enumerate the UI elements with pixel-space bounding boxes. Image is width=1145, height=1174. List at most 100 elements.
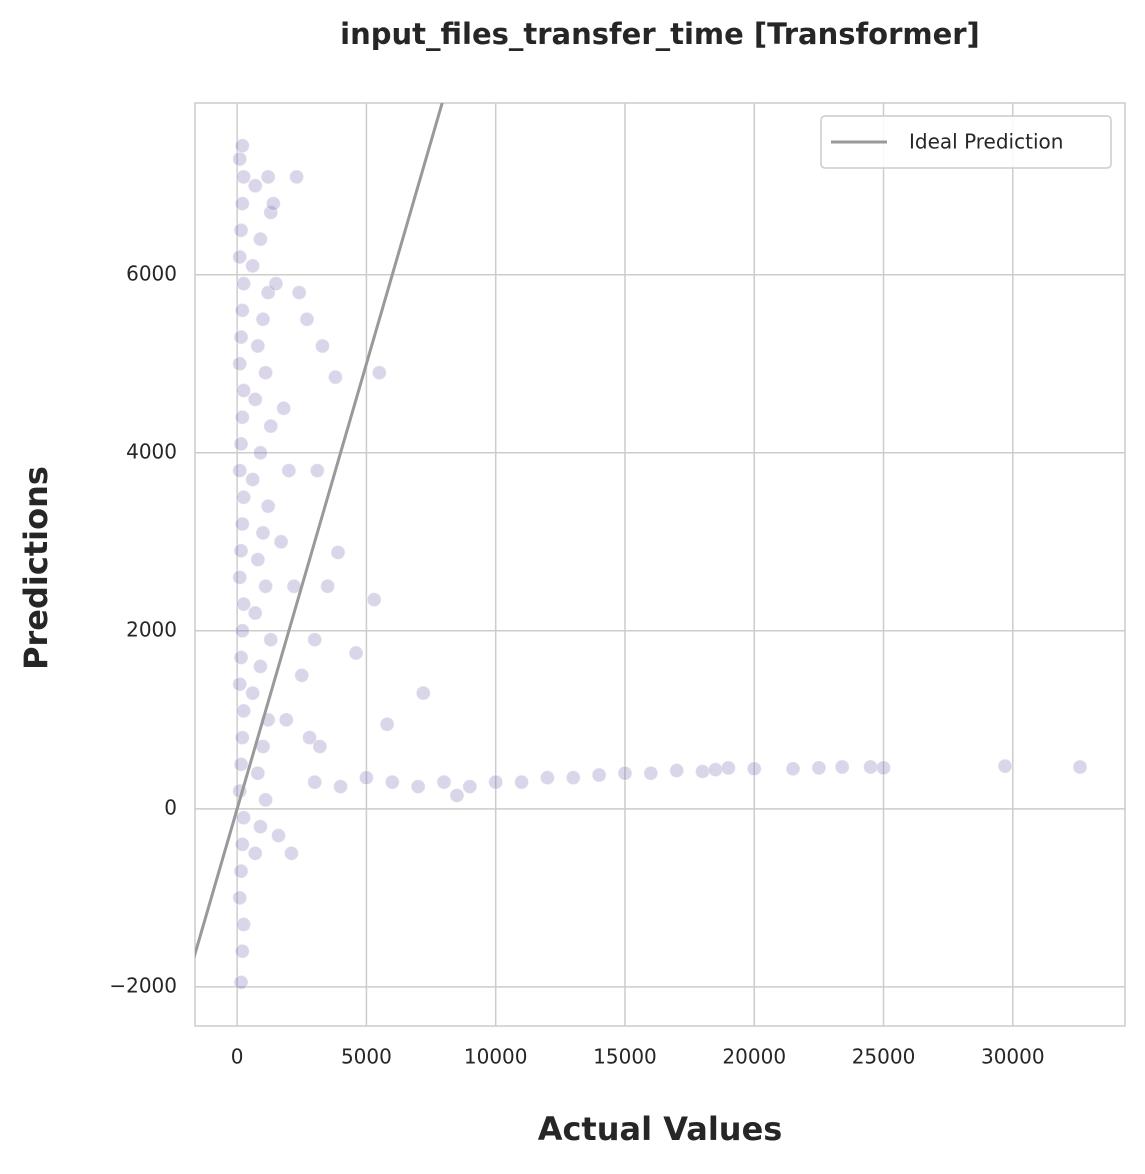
point bbox=[232, 151, 248, 167]
plot-area bbox=[195, 103, 1088, 990]
point bbox=[247, 178, 263, 194]
point bbox=[234, 302, 250, 318]
point bbox=[415, 685, 431, 701]
point bbox=[260, 285, 276, 301]
point bbox=[436, 774, 452, 790]
point bbox=[309, 463, 325, 479]
point bbox=[488, 774, 504, 790]
legend-label: Ideal Prediction bbox=[909, 130, 1063, 154]
point bbox=[233, 222, 249, 238]
point bbox=[232, 569, 248, 585]
point bbox=[707, 762, 723, 778]
point bbox=[236, 917, 252, 933]
ideal-line bbox=[195, 103, 444, 960]
y-tick-label: −2000 bbox=[109, 973, 177, 997]
y-tick-label: 2000 bbox=[126, 617, 177, 641]
point bbox=[299, 311, 315, 327]
point bbox=[591, 767, 607, 783]
x-tick-label: 30000 bbox=[981, 1045, 1045, 1069]
point bbox=[258, 578, 274, 594]
point bbox=[314, 338, 330, 354]
point bbox=[358, 770, 374, 786]
point bbox=[234, 138, 250, 154]
y-tick-label: 4000 bbox=[126, 439, 177, 463]
plot-frame bbox=[194, 102, 1126, 1027]
point bbox=[236, 169, 252, 185]
point bbox=[250, 552, 266, 568]
x-tick-label: 5000 bbox=[341, 1045, 392, 1069]
point bbox=[695, 763, 711, 779]
point bbox=[265, 196, 281, 212]
point bbox=[232, 356, 248, 372]
point bbox=[255, 311, 271, 327]
point bbox=[539, 770, 555, 786]
point bbox=[294, 667, 310, 683]
point bbox=[233, 543, 249, 559]
point bbox=[291, 285, 307, 301]
point bbox=[233, 756, 249, 772]
point bbox=[371, 365, 387, 381]
point bbox=[876, 760, 892, 776]
x-tick-label: 25000 bbox=[852, 1045, 916, 1069]
point bbox=[263, 418, 279, 434]
point bbox=[252, 658, 268, 674]
point bbox=[247, 605, 263, 621]
point bbox=[236, 703, 252, 719]
point bbox=[785, 761, 801, 777]
point bbox=[333, 779, 349, 795]
point bbox=[234, 730, 250, 746]
point bbox=[811, 760, 827, 776]
point bbox=[997, 758, 1013, 774]
y-tick-label: 6000 bbox=[126, 261, 177, 285]
point bbox=[247, 391, 263, 407]
point bbox=[283, 845, 299, 861]
point bbox=[410, 779, 426, 795]
point bbox=[236, 810, 252, 826]
point bbox=[617, 765, 633, 781]
y-axis-title: Predictions bbox=[17, 466, 55, 670]
point bbox=[276, 400, 292, 416]
point bbox=[232, 676, 248, 692]
point bbox=[234, 409, 250, 425]
point bbox=[232, 463, 248, 479]
point bbox=[366, 592, 382, 608]
point bbox=[746, 761, 762, 777]
point bbox=[232, 249, 248, 265]
point bbox=[232, 890, 248, 906]
x-tick-label: 15000 bbox=[593, 1045, 657, 1069]
point bbox=[834, 759, 850, 775]
point bbox=[281, 463, 297, 479]
point bbox=[320, 578, 336, 594]
point bbox=[233, 863, 249, 879]
point bbox=[260, 498, 276, 514]
point bbox=[234, 623, 250, 639]
point bbox=[462, 779, 478, 795]
point bbox=[307, 774, 323, 790]
point bbox=[302, 730, 318, 746]
point bbox=[245, 471, 261, 487]
point bbox=[258, 792, 274, 808]
point bbox=[236, 382, 252, 398]
point bbox=[289, 169, 305, 185]
point bbox=[643, 765, 659, 781]
point bbox=[236, 489, 252, 505]
point bbox=[255, 525, 271, 541]
point bbox=[258, 365, 274, 381]
point bbox=[384, 774, 400, 790]
point bbox=[252, 445, 268, 461]
point bbox=[233, 436, 249, 452]
x-axis-title: Actual Values bbox=[538, 1110, 783, 1148]
point bbox=[263, 632, 279, 648]
point bbox=[250, 338, 266, 354]
point bbox=[234, 196, 250, 212]
point bbox=[245, 685, 261, 701]
point bbox=[236, 276, 252, 292]
point bbox=[449, 787, 465, 803]
point bbox=[348, 645, 364, 661]
point bbox=[273, 534, 289, 550]
point bbox=[260, 169, 276, 185]
point bbox=[252, 231, 268, 247]
x-tick-label: 0 bbox=[231, 1045, 244, 1069]
point bbox=[263, 204, 279, 220]
point bbox=[233, 974, 249, 990]
